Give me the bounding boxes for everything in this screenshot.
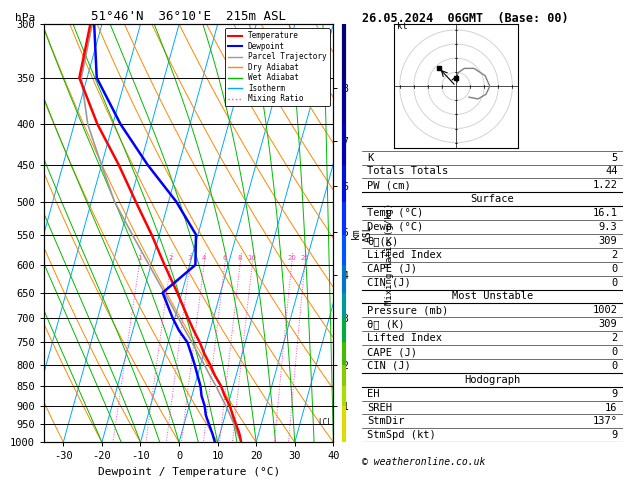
Text: 9: 9: [611, 389, 618, 399]
Text: 0: 0: [611, 347, 618, 357]
Text: 0: 0: [611, 278, 618, 288]
Text: 26.05.2024  06GMT  (Base: 00): 26.05.2024 06GMT (Base: 00): [362, 12, 568, 25]
Text: StmSpd (kt): StmSpd (kt): [367, 430, 436, 440]
Text: 4: 4: [202, 256, 206, 261]
Text: 3: 3: [187, 256, 192, 261]
Text: 6: 6: [223, 256, 227, 261]
Text: Totals Totals: Totals Totals: [367, 167, 448, 176]
Text: Temp (°C): Temp (°C): [367, 208, 423, 218]
Text: 309: 309: [599, 319, 618, 329]
Text: © weatheronline.co.uk: © weatheronline.co.uk: [362, 456, 485, 467]
Text: 2: 2: [169, 256, 172, 261]
Text: θᴇ (K): θᴇ (K): [367, 319, 404, 329]
Text: θᴇ(K): θᴇ(K): [367, 236, 398, 246]
Text: 0: 0: [611, 264, 618, 274]
Text: 9: 9: [611, 430, 618, 440]
Text: 2: 2: [611, 250, 618, 260]
X-axis label: Dewpoint / Temperature (°C): Dewpoint / Temperature (°C): [97, 467, 280, 477]
Text: Most Unstable: Most Unstable: [452, 292, 533, 301]
Text: EH: EH: [367, 389, 379, 399]
Text: 2: 2: [611, 333, 618, 343]
Text: 20: 20: [287, 256, 296, 261]
Text: 0: 0: [611, 361, 618, 371]
Text: Lifted Index: Lifted Index: [367, 333, 442, 343]
Text: 8: 8: [238, 256, 242, 261]
Text: 309: 309: [599, 236, 618, 246]
Text: 1.22: 1.22: [593, 180, 618, 191]
Text: hPa: hPa: [15, 13, 35, 23]
Text: 1002: 1002: [593, 305, 618, 315]
Text: 5: 5: [611, 153, 618, 163]
Text: CIN (J): CIN (J): [367, 361, 411, 371]
Text: 1: 1: [137, 256, 142, 261]
Text: 9.3: 9.3: [599, 222, 618, 232]
Text: Lifted Index: Lifted Index: [367, 250, 442, 260]
Text: K: K: [367, 153, 373, 163]
Text: 137°: 137°: [593, 417, 618, 426]
Text: Mixing Ratio (g/kg): Mixing Ratio (g/kg): [386, 203, 394, 305]
Text: Hodograph: Hodograph: [464, 375, 520, 385]
Text: 10: 10: [248, 256, 257, 261]
Text: 16.1: 16.1: [593, 208, 618, 218]
Text: 25: 25: [301, 256, 309, 261]
Text: Pressure (mb): Pressure (mb): [367, 305, 448, 315]
Text: StmDir: StmDir: [367, 417, 404, 426]
Text: SREH: SREH: [367, 402, 392, 413]
Y-axis label: km
ASL: km ASL: [351, 225, 372, 242]
Legend: Temperature, Dewpoint, Parcel Trajectory, Dry Adiabat, Wet Adiabat, Isotherm, Mi: Temperature, Dewpoint, Parcel Trajectory…: [225, 28, 330, 106]
Text: Dewp (°C): Dewp (°C): [367, 222, 423, 232]
Text: PW (cm): PW (cm): [367, 180, 411, 191]
Text: LCL: LCL: [318, 418, 332, 427]
Text: Surface: Surface: [470, 194, 514, 204]
Title: 51°46'N  36°10'E  215m ASL: 51°46'N 36°10'E 215m ASL: [91, 10, 286, 23]
Text: CAPE (J): CAPE (J): [367, 264, 417, 274]
Text: 16: 16: [605, 402, 618, 413]
Text: CIN (J): CIN (J): [367, 278, 411, 288]
Text: CAPE (J): CAPE (J): [367, 347, 417, 357]
Text: kt: kt: [397, 21, 408, 31]
Text: 44: 44: [605, 167, 618, 176]
